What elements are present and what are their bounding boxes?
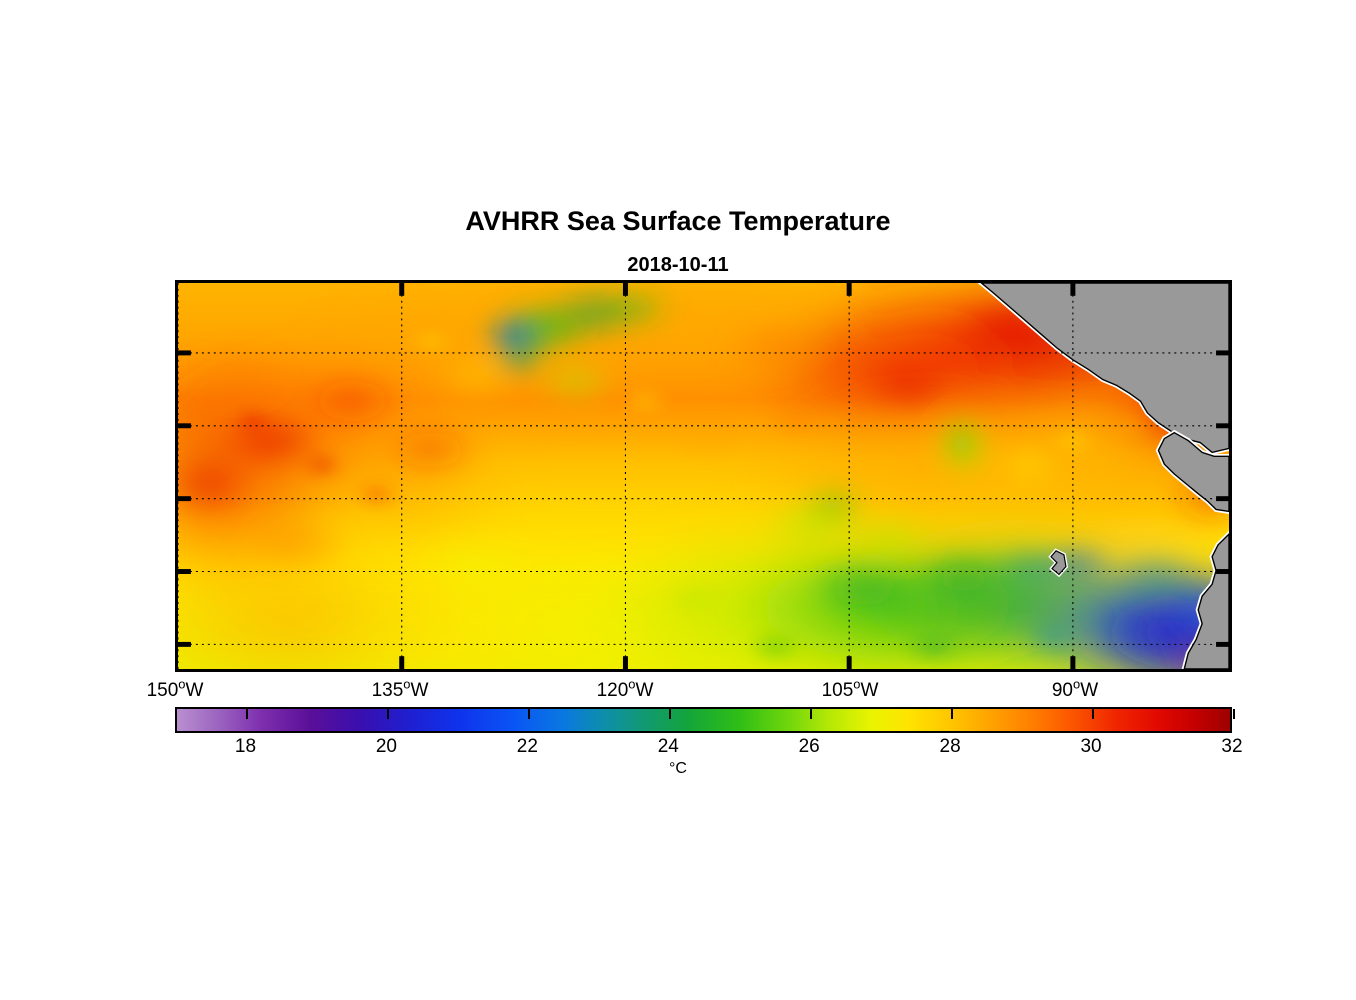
colorbar-tick-20: [387, 709, 390, 719]
field-mid-structure: [178, 285, 1229, 669]
figure-subtitle: 2018-10-11: [627, 254, 729, 276]
colorbar-label-30: 30: [1080, 736, 1102, 757]
sst-raster: [178, 283, 1229, 669]
colorbar-tick-28: [951, 709, 954, 719]
colorbar-tick-24: [669, 709, 672, 719]
field-fine-texture: [232, 329, 1155, 664]
colorbar-tick-30: [1092, 709, 1095, 719]
colorbar-tick-22: [528, 709, 531, 719]
colorbar-tick-26: [810, 709, 813, 719]
colorbar-label-18: 18: [234, 736, 257, 757]
map-gridlines: [178, 283, 1229, 669]
colorbar-gradient: [177, 709, 1230, 731]
colorbar-label-22: 22: [516, 736, 538, 757]
colorbar-label-28: 28: [939, 736, 961, 757]
colorbar-tick-32: [1233, 709, 1235, 719]
x-tick-label-135w: 135oW: [371, 676, 429, 701]
map-ticks: [178, 283, 1229, 669]
map-plot-area: [175, 280, 1232, 672]
x-tick-label-150w: 150oW: [146, 676, 204, 701]
x-tick-label-120w: 120oW: [596, 676, 654, 701]
x-tick-label-105w: 105oW: [821, 676, 879, 701]
colorbar: [175, 707, 1235, 733]
land-masses: [977, 283, 1229, 669]
sst-field: [178, 283, 1229, 669]
colorbar-tick-18: [246, 709, 249, 719]
colorbar-label-20: 20: [375, 736, 397, 757]
colorbar-label-26: 26: [798, 736, 820, 757]
colorbar-label-32: 32: [1221, 736, 1243, 757]
page-title: AVHRR Sea Surface Temperature: [465, 206, 891, 236]
colorbar-label-24: 24: [657, 736, 679, 757]
x-tick-label-90w: 90oW: [1051, 676, 1099, 701]
colorbar-unit-label: °C: [669, 760, 687, 777]
